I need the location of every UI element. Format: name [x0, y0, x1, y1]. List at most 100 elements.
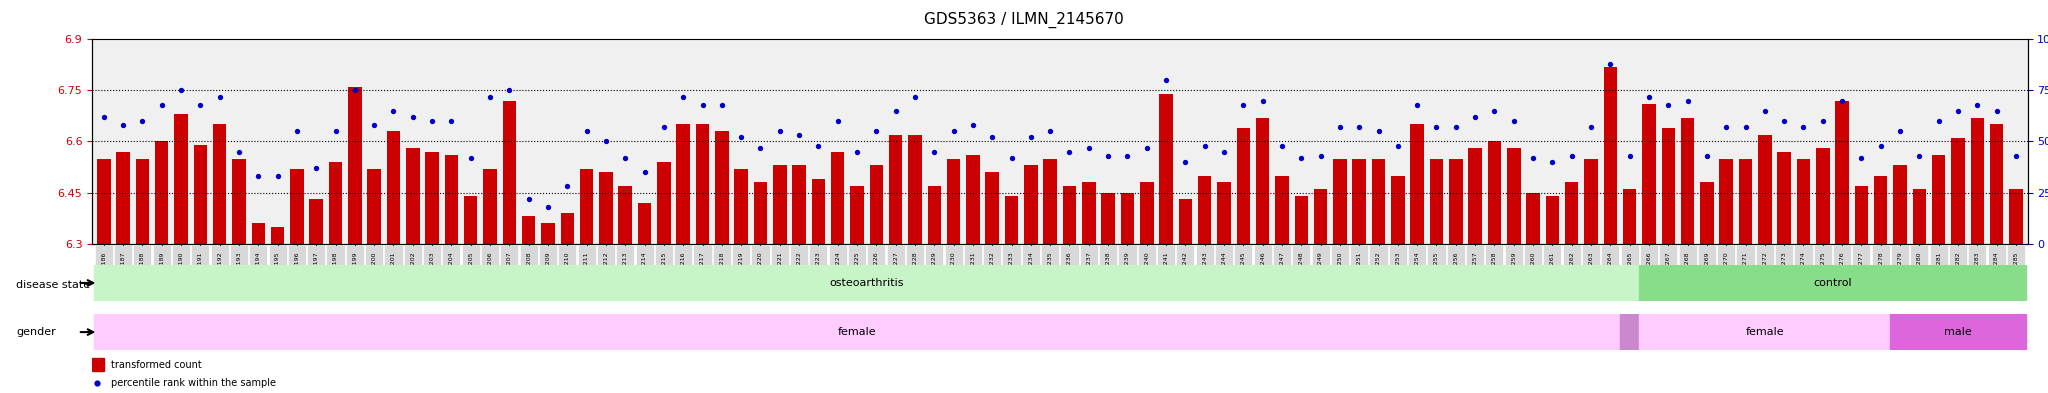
Bar [1620, 314, 1638, 350]
Bar [1546, 196, 1559, 244]
Point [1188, 142, 1221, 149]
Bar [1507, 148, 1520, 244]
Bar [580, 169, 594, 244]
Bar [348, 87, 362, 244]
Point [686, 101, 719, 108]
Point [1034, 128, 1067, 134]
Point [1479, 108, 1511, 114]
Bar [1778, 152, 1790, 244]
Bar [754, 182, 768, 244]
Bar [1604, 66, 1618, 244]
Bar [270, 227, 285, 244]
Bar [1237, 128, 1249, 244]
Point [1014, 134, 1047, 141]
Point [494, 87, 526, 94]
Point [434, 118, 467, 124]
Bar [1661, 128, 1675, 244]
Point [1149, 77, 1182, 83]
Bar [1430, 158, 1444, 244]
Bar [94, 314, 1620, 350]
Point [1112, 152, 1145, 159]
Point [1671, 97, 1704, 104]
Point [127, 118, 160, 124]
Point [242, 173, 274, 179]
Bar [502, 101, 516, 244]
Point [1458, 114, 1491, 120]
Text: female: female [838, 327, 877, 337]
Point [1825, 97, 1858, 104]
Bar [637, 203, 651, 244]
Point [1497, 118, 1530, 124]
Text: disease state: disease state [16, 280, 90, 290]
Bar [793, 165, 805, 244]
Bar [1372, 158, 1384, 244]
Bar [1159, 94, 1174, 244]
Point [1419, 124, 1452, 130]
Bar [231, 158, 246, 244]
Bar [946, 158, 961, 244]
Point [1554, 152, 1587, 159]
Point [262, 173, 295, 179]
Point [319, 128, 352, 134]
Text: female: female [1745, 327, 1784, 337]
Point [1536, 159, 1569, 165]
Bar [1333, 158, 1348, 244]
Point [106, 122, 139, 128]
Bar [1681, 118, 1694, 244]
Point [1575, 124, 1608, 130]
Point [1614, 152, 1647, 159]
Bar [1276, 176, 1288, 244]
Bar [387, 131, 399, 244]
Bar [426, 152, 438, 244]
Point [1362, 128, 1395, 134]
Point [1653, 101, 1686, 108]
Point [1767, 118, 1800, 124]
Bar [291, 169, 303, 244]
Bar [928, 186, 940, 244]
Bar [1835, 101, 1849, 244]
Bar [850, 186, 864, 244]
Bar [1315, 189, 1327, 244]
Point [764, 128, 797, 134]
Bar [309, 199, 324, 244]
Bar [1874, 176, 1888, 244]
Bar [1642, 104, 1655, 244]
Point [821, 118, 854, 124]
Bar [174, 114, 188, 244]
Point [1092, 152, 1124, 159]
Point [956, 122, 989, 128]
Bar [1585, 158, 1597, 244]
Point [1401, 101, 1434, 108]
Bar [2009, 189, 2023, 244]
Point [416, 118, 449, 124]
Bar [1141, 182, 1153, 244]
Bar [135, 158, 150, 244]
Point [1999, 152, 2032, 159]
Text: transformed count: transformed count [111, 360, 201, 370]
Bar [618, 186, 633, 244]
Point [1710, 124, 1743, 130]
Bar [444, 155, 459, 244]
Bar [657, 162, 670, 244]
Point [145, 101, 178, 108]
Point [223, 149, 256, 155]
Bar [1255, 118, 1270, 244]
Bar [1042, 158, 1057, 244]
Point [512, 196, 545, 202]
Point [647, 124, 680, 130]
Point [338, 87, 371, 94]
Point [1323, 124, 1356, 130]
Bar [1063, 186, 1077, 244]
Point [590, 138, 623, 145]
Point [358, 122, 391, 128]
Point [532, 204, 565, 210]
Bar [1565, 182, 1579, 244]
Bar [406, 148, 420, 244]
Bar [1102, 193, 1114, 244]
Bar [1352, 158, 1366, 244]
Text: percentile rank within the sample: percentile rank within the sample [111, 378, 276, 388]
Point [782, 132, 815, 138]
Bar [94, 265, 1638, 301]
Bar [1180, 199, 1192, 244]
Bar [1468, 148, 1483, 244]
